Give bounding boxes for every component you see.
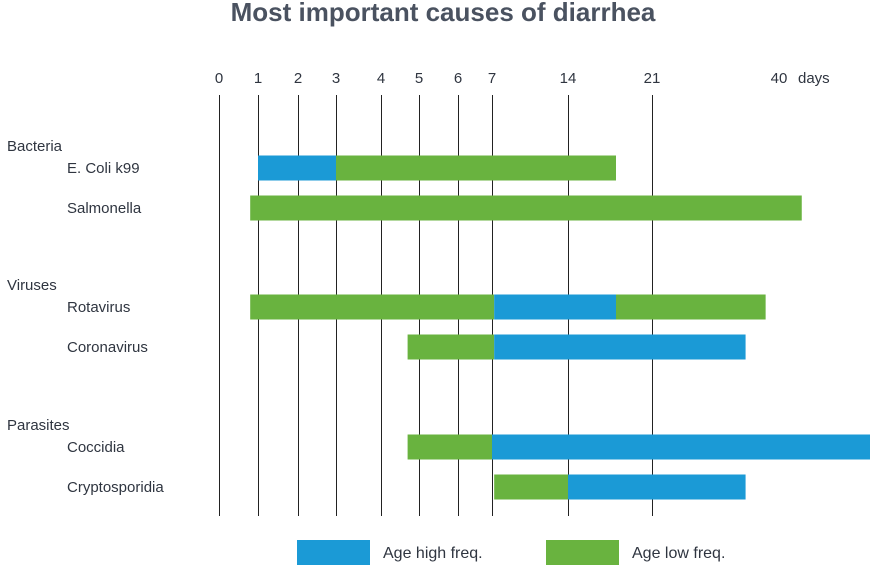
bar-segment-low	[616, 294, 766, 320]
bar-segment-low	[250, 195, 802, 221]
x-tick-label: 7	[488, 70, 496, 87]
row-label: Salmonella	[67, 200, 142, 217]
x-tick-label: 6	[454, 70, 462, 87]
x-tick-label: 40	[771, 70, 788, 87]
legend-label-low: Age low freq.	[632, 545, 725, 562]
row-label: Cryptosporidia	[67, 479, 164, 496]
x-tick-labels: 0 1 2 3 4 5 6 7 14 21 40	[215, 70, 788, 87]
legend-swatch-high	[297, 540, 370, 565]
bar-segment-high	[258, 155, 336, 181]
group-label: Parasites	[7, 417, 70, 434]
bar-segment-high	[494, 294, 616, 320]
x-tick-label: 21	[644, 70, 661, 87]
legend-label-high: Age high freq.	[383, 545, 483, 562]
x-tick-label: 3	[332, 70, 340, 87]
bar-segment-high	[492, 434, 870, 460]
row-label: E. Coli k99	[67, 160, 140, 177]
legend: Age high freq. Age low freq.	[297, 540, 725, 565]
bar-segment-low	[494, 474, 568, 500]
x-tick-label: 0	[215, 70, 223, 87]
group-label: Bacteria	[7, 138, 63, 155]
group-label: Viruses	[7, 277, 57, 294]
bar-segment-high	[494, 334, 746, 360]
row-label: Coronavirus	[67, 339, 148, 356]
bar-segment-low	[407, 434, 492, 460]
chart-title: Most important causes of diarrhea	[231, 0, 656, 27]
x-axis-label: days	[798, 70, 830, 87]
row-label: Rotavirus	[67, 299, 130, 316]
bar-segment-high	[568, 474, 746, 500]
x-tick-label: 5	[415, 70, 423, 87]
bar-segment-low	[336, 155, 616, 181]
row-label: Coccidia	[67, 439, 125, 456]
x-tick-label: 4	[377, 70, 385, 87]
x-tick-label: 2	[294, 70, 302, 87]
x-tick-label: 14	[560, 70, 577, 87]
legend-swatch-low	[546, 540, 619, 565]
bar-segment-low	[250, 294, 495, 320]
x-tick-label: 1	[254, 70, 262, 87]
bar-segment-low	[407, 334, 495, 360]
